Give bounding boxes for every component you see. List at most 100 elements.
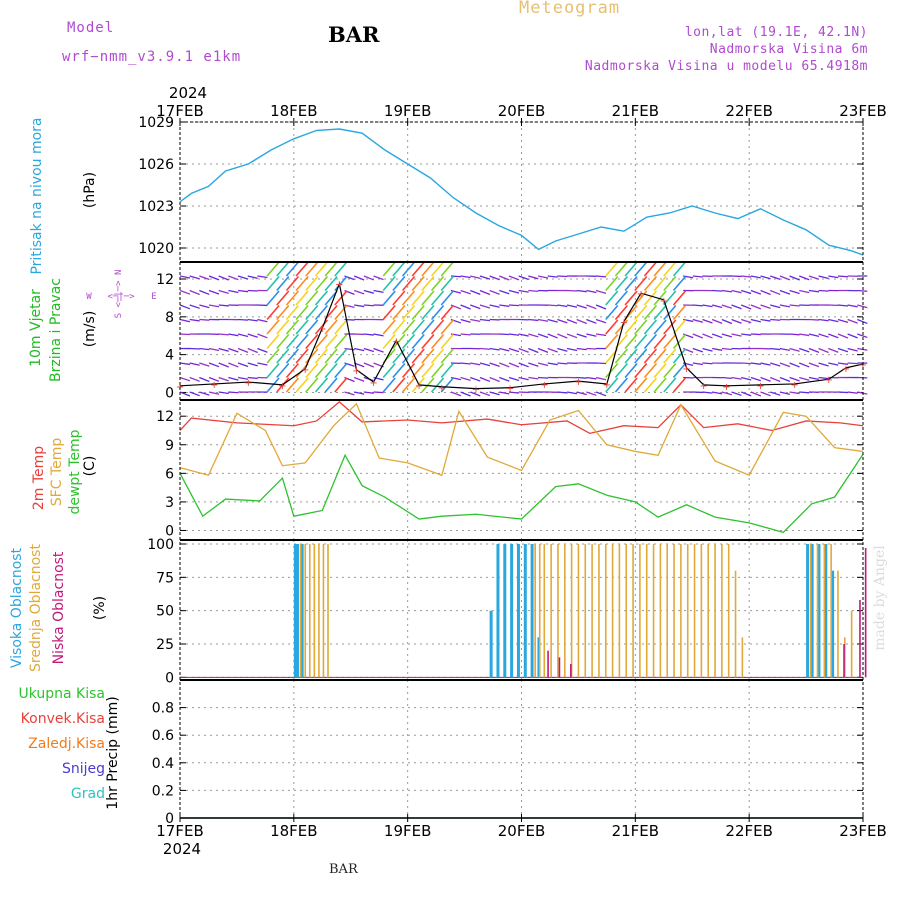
- wind-barb: [285, 333, 300, 350]
- cloud-bar: [299, 544, 302, 678]
- wind-barb: [392, 304, 406, 321]
- wind-barb: [586, 318, 597, 324]
- wind-barb: [508, 391, 520, 394]
- wind-barb: [837, 275, 849, 278]
- wind-barb: [218, 391, 229, 395]
- wind-barb: [528, 347, 539, 354]
- wind-barb: [324, 362, 338, 379]
- wind-barb: [460, 391, 471, 397]
- wind-barb: [218, 289, 229, 294]
- wind-barb: [295, 275, 309, 292]
- legend-zaledj-kisa: Zaledj.Kisa: [28, 736, 105, 752]
- y-tick-label: 1023: [138, 199, 174, 215]
- wind-barb: [189, 376, 200, 382]
- wind-barb: [237, 362, 249, 368]
- wind-gust-marker: +: [682, 364, 690, 375]
- wind-barb: [392, 261, 406, 277]
- wind-barb: [672, 333, 687, 350]
- wind-barb: [576, 304, 587, 309]
- wind-barb: [643, 261, 658, 277]
- wind-barb: [672, 348, 687, 364]
- wind-barb: [779, 362, 791, 368]
- wind-barb: [218, 362, 229, 368]
- wind-barb: [401, 261, 416, 277]
- wind-barb: [557, 347, 568, 352]
- wind-barb: [576, 318, 587, 325]
- wind-barb: [179, 362, 191, 366]
- y-tick-label: 0: [165, 811, 174, 827]
- wind-barb: [373, 333, 384, 337]
- wind-barb: [489, 376, 500, 383]
- model-elevation-label: Nadmorska Visina u modelu 65.4918m: [584, 59, 868, 74]
- wind-barb: [295, 333, 309, 350]
- wind-barb: [614, 275, 629, 292]
- wind-barb: [208, 376, 220, 382]
- wind-gust-marker: +: [210, 380, 218, 391]
- wind-barb: [537, 362, 549, 367]
- wind-barb: [276, 348, 290, 364]
- wind-barb: [857, 304, 868, 309]
- wind-barb: [672, 362, 687, 379]
- wind-barb: [208, 347, 220, 352]
- wind-barb: [634, 348, 648, 364]
- wind-barb: [314, 362, 329, 379]
- wind-barb: [847, 304, 858, 308]
- wind-barb: [470, 376, 481, 382]
- sfctemp-label: SFC Temp: [49, 437, 65, 507]
- wind-barb: [479, 318, 491, 322]
- wind-barb: [643, 333, 658, 350]
- wind-barb: [760, 318, 771, 322]
- wind-barb: [440, 319, 454, 335]
- wind-barb: [605, 333, 619, 350]
- wind-barb: [750, 333, 761, 336]
- wind-barb: [643, 290, 658, 306]
- wind-barb: [392, 319, 406, 335]
- wind-gust-marker: +: [415, 381, 423, 392]
- wind-barb: [179, 318, 191, 323]
- wind-barb: [401, 319, 416, 335]
- wind-barb: [537, 275, 549, 279]
- wind-barb: [295, 290, 309, 306]
- wind-barb: [401, 377, 416, 393]
- wind-barb: [363, 304, 374, 307]
- wind-barb: [770, 275, 781, 281]
- wind-barb: [528, 362, 539, 367]
- wind-barb: [382, 377, 396, 393]
- wind-barb: [508, 333, 520, 336]
- wind-barb: [489, 304, 500, 308]
- wind-barb: [363, 347, 375, 353]
- wind-barb: [285, 275, 300, 292]
- wind-barb: [285, 261, 300, 277]
- wind-barb: [392, 362, 406, 379]
- wind-gust-marker: +: [301, 365, 309, 376]
- y-tick-label: 9: [165, 438, 174, 454]
- wind-barb: [663, 333, 677, 350]
- wind-barb: [808, 289, 820, 293]
- wind-barb: [440, 261, 454, 277]
- cloud-bar: [300, 544, 304, 678]
- wind-barb: [228, 391, 239, 394]
- pressure-unit: (hPa): [82, 171, 98, 209]
- wind-barb: [605, 377, 619, 393]
- wind-barb: [653, 319, 667, 335]
- wind-barb: [711, 333, 723, 339]
- wind-barb: [247, 318, 258, 322]
- wind-barb: [731, 376, 742, 380]
- wind-barb: [614, 304, 629, 321]
- wind-barb: [663, 348, 677, 364]
- wind-barb: [479, 362, 491, 367]
- wind-barb: [479, 304, 491, 309]
- wind-barb: [789, 289, 800, 295]
- wind-barb: [411, 275, 425, 292]
- wind-barb: [276, 362, 290, 379]
- wind-barb: [653, 261, 667, 277]
- wind-barb: [721, 376, 732, 379]
- wind-barb: [557, 333, 568, 339]
- wind-barb: [499, 347, 510, 352]
- wind-barb: [392, 333, 406, 350]
- temp-unit: (C): [82, 455, 98, 477]
- cloud-bar: [523, 544, 527, 678]
- wind-barb: [508, 275, 520, 281]
- wind-barb: [750, 376, 762, 382]
- wind-barb: [712, 289, 723, 292]
